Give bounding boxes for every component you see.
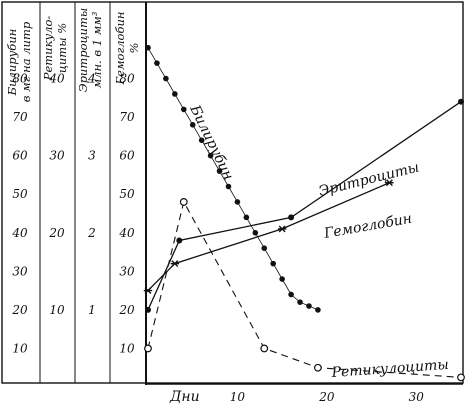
point-bilirubin-7	[207, 152, 214, 159]
tick-bilirubin-50: 50	[12, 187, 28, 201]
series-reticulocytes	[144, 198, 465, 382]
point-erythrocytes-0	[145, 306, 151, 313]
tick-erythrocytes-3: 3	[88, 149, 96, 163]
tick-reticulocytes-30: 30	[49, 149, 65, 163]
tick-hemoglobin-70: 70	[119, 110, 135, 124]
point-bilirubin-1	[154, 60, 160, 66]
point-reticulocytes-2	[260, 344, 269, 353]
series-line-hemoglobin	[147, 182, 390, 292]
point-hemoglobin-1	[170, 260, 180, 268]
tick-bilirubin-30: 30	[12, 264, 28, 278]
point-reticulocytes-0	[144, 344, 152, 353]
point-bilirubin-6	[198, 137, 205, 144]
point-hemoglobin-2	[277, 225, 287, 233]
frame	[1, 1, 464, 385]
series-labels: Билирубин Эритроциты Гемоглобин Ретикулоцит…	[186, 102, 449, 381]
header-bilirubin-2: в мг на литр	[19, 21, 33, 102]
series-hemoglobin	[143, 179, 394, 295]
series-line-bilirubin	[147, 47, 319, 311]
series-erythrocytes	[145, 98, 464, 313]
point-reticulocytes-1	[179, 198, 188, 206]
tick-hemoglobin-50: 50	[119, 187, 135, 201]
axis-headers: Билирубин в мг на литр Ретикуло- циты % …	[5, 8, 141, 102]
tick-hemoglobin-20: 20	[118, 303, 135, 317]
tick-reticulocytes-20: 20	[48, 226, 65, 240]
header-hemoglobin-2: %	[127, 42, 141, 53]
point-bilirubin-12	[252, 229, 259, 236]
series-bilirubin	[145, 44, 321, 313]
point-bilirubin-2	[163, 75, 169, 82]
point-bilirubin-3	[172, 91, 178, 97]
tick-labels: 10 20 30 40 50 60 70 80 10 20 30 40 1 2 3 4 10 20 30 40 50 60…	[11, 72, 424, 404]
point-reticulocytes-3	[314, 363, 322, 372]
tick-bilirubin-40: 40	[11, 226, 28, 240]
point-bilirubin-14	[270, 260, 277, 267]
point-bilirubin-5	[189, 122, 196, 128]
tick-erythrocytes-4: 4	[87, 72, 96, 86]
header-erythrocytes-1: Эритроциты	[76, 8, 90, 92]
point-bilirubin-9	[225, 183, 232, 190]
point-bilirubin-13	[261, 245, 268, 251]
header-reticulocytes-2: циты %	[55, 23, 69, 73]
point-bilirubin-16	[288, 291, 294, 298]
series-layer	[143, 44, 465, 382]
tick-hemoglobin-40: 40	[118, 226, 135, 240]
point-bilirubin-15	[279, 276, 285, 282]
series-line-reticulocytes	[147, 200, 462, 378]
tick-bilirubin-10: 10	[12, 341, 28, 355]
header-erythrocytes-2: млн. в 1 мм³	[90, 11, 104, 88]
point-bilirubin-19	[315, 307, 321, 313]
tick-bilirubin-20: 20	[11, 303, 28, 317]
point-bilirubin-11	[243, 214, 250, 221]
tick-hemoglobin-80: 80	[119, 72, 135, 86]
tick-erythrocytes-2: 2	[87, 226, 96, 240]
point-hemoglobin-3	[385, 179, 394, 187]
point-bilirubin-0	[145, 44, 151, 51]
x-axis-label: Дни	[169, 389, 200, 405]
tick-hemoglobin-60: 60	[119, 149, 135, 163]
point-bilirubin-10	[234, 199, 241, 205]
x-tick-30: 30	[409, 390, 425, 404]
tick-erythrocytes-1: 1	[88, 303, 96, 317]
point-bilirubin-17	[297, 299, 303, 305]
tick-bilirubin-70: 70	[12, 110, 28, 124]
tick-reticulocytes-40: 40	[48, 72, 65, 86]
point-bilirubin-8	[216, 168, 223, 174]
point-reticulocytes-4	[457, 373, 465, 382]
tick-bilirubin-60: 60	[12, 149, 28, 163]
tick-hemoglobin-10: 10	[119, 341, 135, 355]
header-reticulocytes-1: Ретикуло-	[41, 16, 55, 82]
header-bilirubin-1: Билирубин	[5, 29, 19, 97]
tick-reticulocytes-10: 10	[49, 303, 65, 317]
series-label-bilirubin: Билирубин	[186, 102, 236, 183]
point-hemoglobin-0	[143, 287, 153, 295]
point-bilirubin-18	[306, 303, 312, 309]
tick-bilirubin-80: 80	[12, 72, 28, 86]
point-bilirubin-4	[180, 106, 187, 113]
x-tick-20: 20	[318, 390, 335, 404]
header-hemoglobin-1: Гемоглобин	[113, 12, 127, 86]
point-erythrocytes-1	[176, 237, 183, 244]
point-erythrocytes-3	[458, 98, 464, 105]
series-label-hemoglobin: Гемоглобин	[322, 211, 413, 242]
series-label-reticulocytes: Ретикулоциты	[330, 357, 449, 381]
tick-hemoglobin-30: 30	[119, 264, 135, 278]
x-tick-10: 10	[230, 390, 246, 404]
series-line-erythrocytes	[147, 101, 462, 311]
series-label-erythrocytes: Эритроциты	[317, 159, 421, 199]
point-erythrocytes-2	[288, 214, 295, 221]
